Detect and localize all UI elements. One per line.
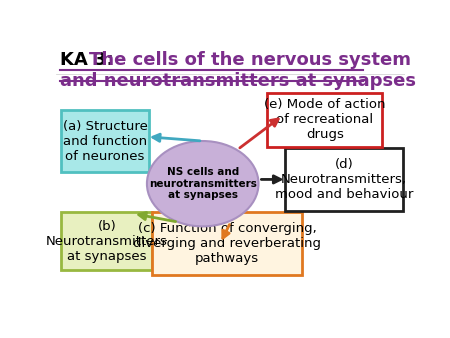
Text: (d)
Neurotransmitters,
mood and behaviour: (d) Neurotransmitters, mood and behaviou… [275, 158, 413, 201]
Text: (c) Function of converging,
diverging and reverberating
pathways: (c) Function of converging, diverging an… [133, 222, 321, 265]
Ellipse shape [147, 141, 258, 226]
Text: (a) Structure
and function
of neurones: (a) Structure and function of neurones [63, 120, 148, 163]
FancyBboxPatch shape [152, 212, 302, 275]
Text: (b)
Neurotransmitters
at synapses: (b) Neurotransmitters at synapses [46, 220, 168, 263]
Text: (e) Mode of action
of recreational
drugs: (e) Mode of action of recreational drugs [264, 98, 386, 141]
FancyBboxPatch shape [285, 148, 403, 211]
Text: KA 3:: KA 3: [60, 51, 120, 69]
FancyBboxPatch shape [62, 110, 148, 172]
FancyBboxPatch shape [62, 212, 152, 270]
FancyBboxPatch shape [267, 93, 382, 147]
Text: NS cells and
neurotransmitters
at synapses: NS cells and neurotransmitters at synaps… [149, 167, 256, 200]
Text: The cells of the nervous system
and neurotransmitters at synapses: The cells of the nervous system and neur… [60, 51, 416, 91]
